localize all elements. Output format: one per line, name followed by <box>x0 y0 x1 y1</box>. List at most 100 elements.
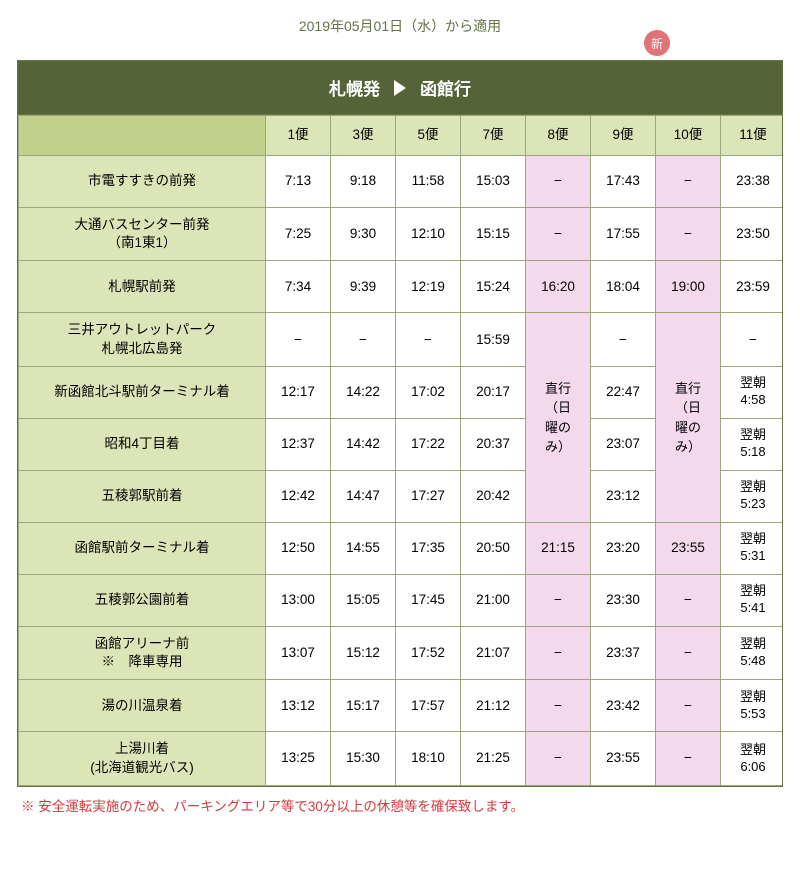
new-badge-icon: 新 <box>644 30 670 56</box>
time-cell: 23:12 <box>591 470 656 522</box>
stop-label: 五稜郭公園前着 <box>19 574 266 626</box>
time-cell: 23:20 <box>591 522 656 574</box>
time-cell: 23:30 <box>591 574 656 626</box>
time-cell: − <box>721 313 784 366</box>
time-cell: 12:10 <box>396 208 461 261</box>
time-cell: 23:37 <box>591 626 656 679</box>
time-cell: 21:12 <box>461 680 526 732</box>
time-cell: 翌朝4:58 <box>721 366 784 418</box>
time-cell: 23:07 <box>591 418 656 470</box>
service-header: 11便 <box>721 116 784 156</box>
stop-label: 三井アウトレットパーク札幌北広島発 <box>19 313 266 366</box>
stop-label: 札幌駅前発 <box>19 261 266 313</box>
time-cell: 17:55 <box>591 208 656 261</box>
time-cell: − <box>656 732 721 785</box>
time-cell: 7:13 <box>266 156 331 208</box>
stop-label: 函館アリーナ前※ 降車専用 <box>19 626 266 679</box>
table-row: 三井アウトレットパーク札幌北広島発−−−15:59直行（日曜のみ）−直行（日曜の… <box>19 313 784 366</box>
arrow-right-icon <box>394 80 406 96</box>
time-cell: 20:42 <box>461 470 526 522</box>
time-cell: − <box>396 313 461 366</box>
header-corner <box>19 116 266 156</box>
table-row: 札幌駅前発7:349:3912:1915:2416:2018:0419:0023… <box>19 261 784 313</box>
time-cell: 14:42 <box>331 418 396 470</box>
time-cell: 9:18 <box>331 156 396 208</box>
time-cell: 9:39 <box>331 261 396 313</box>
time-cell: 15:15 <box>461 208 526 261</box>
time-cell: 翌朝5:18 <box>721 418 784 470</box>
table-row: 市電すすきの前発7:139:1811:5815:03−17:43−23:38 <box>19 156 784 208</box>
time-cell: − <box>526 626 591 679</box>
time-cell: 21:00 <box>461 574 526 626</box>
time-cell: 16:20 <box>526 261 591 313</box>
time-cell: 15:24 <box>461 261 526 313</box>
time-cell: 翌朝5:48 <box>721 626 784 679</box>
time-cell: 13:12 <box>266 680 331 732</box>
timetable-container: 札幌発 函館行 1便3便5便7便8便9便10便11便 市電すすきの前発7:139… <box>17 60 783 787</box>
table-row: 上湯川着(北海道観光バス)13:2515:3018:1021:25−23:55−… <box>19 732 784 785</box>
stop-label: 昭和4丁目着 <box>19 418 266 470</box>
time-cell: 翌朝5:41 <box>721 574 784 626</box>
time-cell: − <box>526 156 591 208</box>
stop-label: 大通バスセンター前発（南1東1） <box>19 208 266 261</box>
stop-label: 五稜郭駅前着 <box>19 470 266 522</box>
time-cell: 14:47 <box>331 470 396 522</box>
time-cell: 翌朝5:23 <box>721 470 784 522</box>
time-cell: 直行（日曜のみ） <box>526 313 591 522</box>
time-cell: 12:19 <box>396 261 461 313</box>
time-cell: 20:50 <box>461 522 526 574</box>
time-cell: 17:27 <box>396 470 461 522</box>
time-cell: 翌朝5:53 <box>721 680 784 732</box>
table-row: 五稜郭公園前着13:0015:0517:4521:00−23:30−翌朝5:41 <box>19 574 784 626</box>
time-cell: 直行（日曜のみ） <box>656 313 721 522</box>
time-cell: 9:30 <box>331 208 396 261</box>
time-cell: 翌朝5:31 <box>721 522 784 574</box>
time-cell: 15:12 <box>331 626 396 679</box>
time-cell: − <box>656 574 721 626</box>
time-cell: 15:59 <box>461 313 526 366</box>
time-cell: 17:43 <box>591 156 656 208</box>
time-cell: 23:42 <box>591 680 656 732</box>
stop-label: 湯の川温泉着 <box>19 680 266 732</box>
table-row: 函館駅前ターミナル着12:5014:5517:3520:5021:1523:20… <box>19 522 784 574</box>
time-cell: 23:59 <box>721 261 784 313</box>
stop-label: 市電すすきの前発 <box>19 156 266 208</box>
stop-label: 函館駅前ターミナル着 <box>19 522 266 574</box>
time-cell: 15:05 <box>331 574 396 626</box>
time-cell: 23:50 <box>721 208 784 261</box>
route-from: 札幌発 <box>329 75 380 100</box>
time-cell: 22:47 <box>591 366 656 418</box>
time-cell: − <box>656 680 721 732</box>
time-cell: − <box>526 208 591 261</box>
time-cell: 23:55 <box>656 522 721 574</box>
service-header: 7便 <box>461 116 526 156</box>
time-cell: 14:55 <box>331 522 396 574</box>
time-cell: 19:00 <box>656 261 721 313</box>
time-cell: 21:15 <box>526 522 591 574</box>
service-header: 10便 <box>656 116 721 156</box>
time-cell: 18:10 <box>396 732 461 785</box>
stop-label: 上湯川着(北海道観光バス) <box>19 732 266 785</box>
time-cell: 23:38 <box>721 156 784 208</box>
time-cell: − <box>266 313 331 366</box>
time-cell: 7:34 <box>266 261 331 313</box>
time-cell: 13:07 <box>266 626 331 679</box>
time-cell: 17:22 <box>396 418 461 470</box>
table-row: 大通バスセンター前発（南1東1）7:259:3012:1015:15−17:55… <box>19 208 784 261</box>
timetable: 1便3便5便7便8便9便10便11便 市電すすきの前発7:139:1811:58… <box>18 115 783 786</box>
timetable-head: 1便3便5便7便8便9便10便11便 <box>19 116 784 156</box>
time-cell: 15:30 <box>331 732 396 785</box>
time-cell: − <box>591 313 656 366</box>
page: 2019年05月01日（水）から適用 新 札幌発 函館行 1便3便5便7便8便9… <box>0 0 800 825</box>
time-cell: 21:25 <box>461 732 526 785</box>
timetable-body: 市電すすきの前発7:139:1811:5815:03−17:43−23:38大通… <box>19 156 784 786</box>
time-cell: − <box>526 680 591 732</box>
time-cell: − <box>656 626 721 679</box>
time-cell: 17:35 <box>396 522 461 574</box>
time-cell: 20:37 <box>461 418 526 470</box>
time-cell: 20:17 <box>461 366 526 418</box>
time-cell: 17:45 <box>396 574 461 626</box>
time-cell: 21:07 <box>461 626 526 679</box>
service-header: 5便 <box>396 116 461 156</box>
time-cell: 14:22 <box>331 366 396 418</box>
